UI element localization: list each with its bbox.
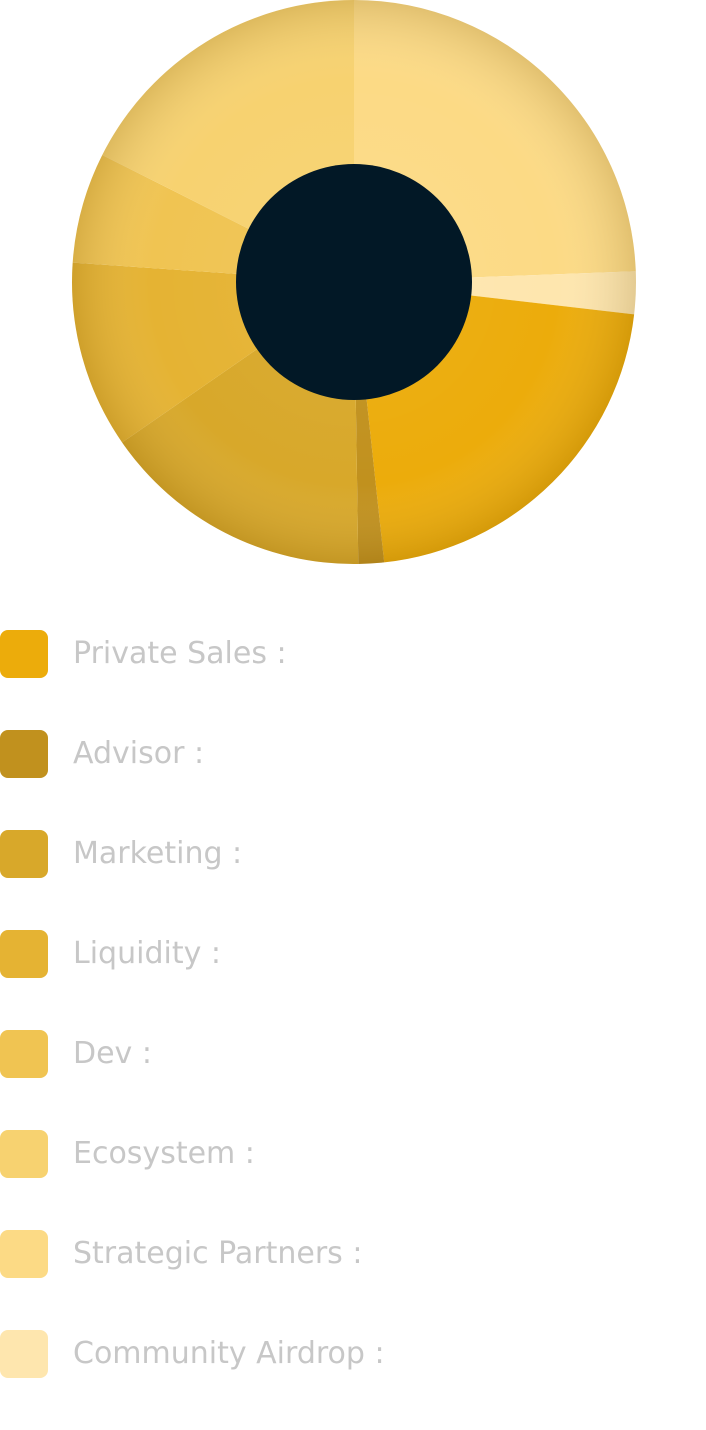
legend-swatch [0, 930, 48, 978]
legend-swatch [0, 1130, 48, 1178]
legend-label: Ecosystem : [73, 1136, 255, 1171]
legend-swatch [0, 1030, 48, 1078]
legend-item-ecosystem: Ecosystem : [0, 1130, 706, 1178]
legend-label: Strategic Partners : [73, 1236, 363, 1271]
legend-swatch [0, 1230, 48, 1278]
legend-label: Liquidity : [73, 936, 221, 971]
legend-item-private-sales: Private Sales : [0, 630, 706, 678]
legend-item-strategic-partners: Strategic Partners : [0, 1230, 706, 1278]
donut-center [236, 164, 472, 400]
legend-swatch [0, 730, 48, 778]
legend-label: Community Airdrop : [73, 1336, 385, 1371]
legend-item-marketing: Marketing : [0, 830, 706, 878]
legend-item-community-airdrop: Community Airdrop : [0, 1330, 706, 1378]
legend-swatch [0, 830, 48, 878]
legend-item-dev: Dev : [0, 1030, 706, 1078]
legend-label: Advisor : [73, 736, 205, 771]
chart-legend: Private Sales : Advisor : Marketing : Liqui… [0, 630, 706, 1430]
legend-item-advisor: Advisor : [0, 730, 706, 778]
legend-label: Dev : [73, 1036, 152, 1071]
legend-item-liquidity: Liquidity : [0, 930, 706, 978]
legend-label: Private Sales : [73, 636, 287, 671]
legend-swatch [0, 1330, 48, 1378]
donut-chart [71, 0, 636, 565]
legend-label: Marketing : [73, 836, 243, 871]
legend-swatch [0, 630, 48, 678]
